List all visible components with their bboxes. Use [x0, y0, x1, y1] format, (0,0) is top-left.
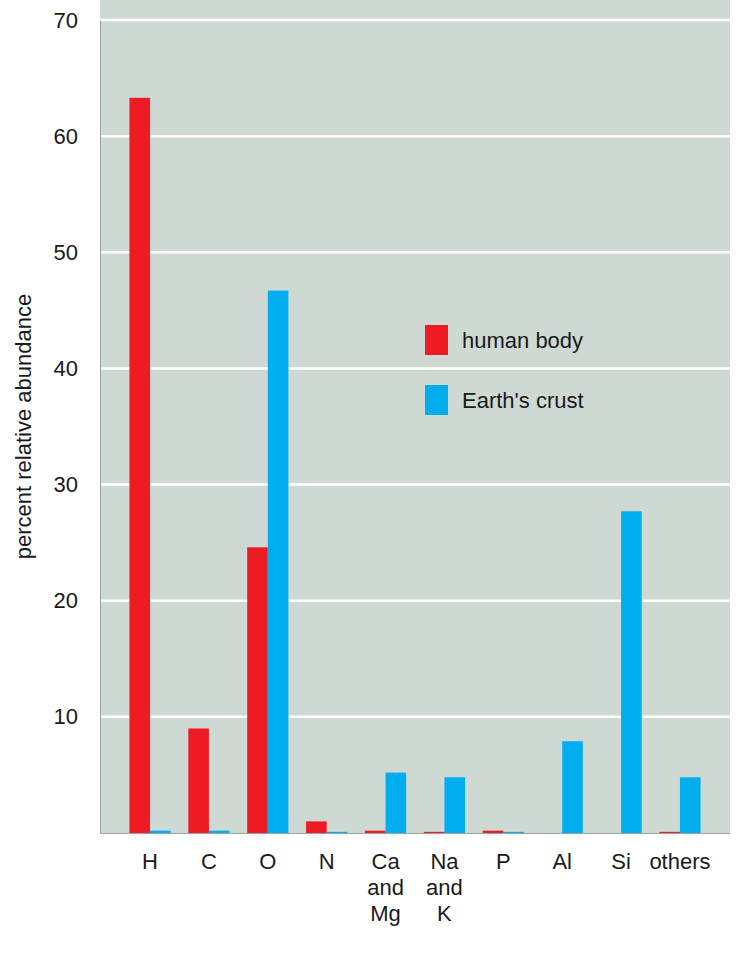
bar [659, 832, 680, 833]
grid-line [100, 135, 730, 138]
y-tick-label: 70 [54, 8, 78, 33]
x-axis-line [101, 833, 731, 834]
bar [424, 832, 445, 833]
legend-item: Earth's crust [425, 385, 584, 415]
bar [247, 547, 268, 833]
y-tick: 20 [54, 588, 100, 613]
bar [306, 821, 327, 833]
x-tick-label-line: P [496, 849, 511, 874]
x-tick-label-line: C [201, 849, 217, 874]
y-tick-label: 30 [54, 472, 78, 497]
bar [542, 833, 563, 834]
y-axis: 10 20 30 40 50 60 70 [54, 8, 101, 834]
x-tick: O [259, 833, 276, 874]
x-tick-label-line: Na [430, 849, 459, 874]
legend-label: human body [462, 328, 583, 353]
x-tick: P [496, 833, 511, 874]
x-tick-label: N [319, 849, 335, 874]
y-tick: 50 [54, 240, 100, 265]
y-tick-label: 50 [54, 240, 78, 265]
x-tick-label: Al [552, 849, 572, 874]
y-tick: 40 [54, 356, 100, 381]
x-tick: NaandK [426, 833, 463, 926]
bar [621, 511, 642, 833]
y-tick: 60 [54, 124, 100, 149]
x-tick-label: Si [611, 849, 631, 874]
y-axis-line [100, 21, 101, 834]
x-tick: Si [611, 833, 631, 874]
x-tick: CaandMg [367, 833, 404, 926]
bar [209, 831, 230, 833]
x-tick-label-line: Al [552, 849, 572, 874]
x-tick-label-line: N [319, 849, 335, 874]
bar [327, 832, 348, 833]
grid-line [100, 483, 730, 486]
x-tick-label-line: K [437, 901, 452, 926]
y-tick-label: 10 [54, 704, 78, 729]
y-tick: 30 [54, 472, 100, 497]
plot-background [100, 0, 730, 833]
x-axis: HCONCaandMgNaandKPAlSiothers [101, 833, 731, 926]
x-tick-label: CaandMg [367, 849, 404, 927]
bar [600, 833, 621, 834]
bar [268, 291, 289, 833]
grid-line [100, 367, 730, 370]
x-tick-label-line: and [426, 875, 463, 900]
y-tick: 70 [54, 8, 100, 33]
y-tick-label: 20 [54, 588, 78, 613]
bar [386, 773, 407, 833]
y-tick-label: 60 [54, 124, 78, 149]
x-tick-label-line: O [259, 849, 276, 874]
x-tick-label-line: and [367, 875, 404, 900]
bar [444, 777, 465, 833]
x-tick-label-line: H [142, 849, 158, 874]
x-tick: H [142, 833, 158, 874]
x-tick-label: H [142, 849, 158, 874]
x-tick-label-line: Si [611, 849, 631, 874]
legend-label: Earth's crust [462, 388, 584, 413]
legend: human body Earth's crust [425, 325, 584, 415]
y-tick: 10 [54, 704, 100, 729]
x-tick-label-line: others [649, 849, 710, 874]
chart: 10203040506070HCONCaandMgNaandKPAlSiothe… [0, 0, 740, 956]
x-tick: N [319, 833, 335, 874]
grid-line [100, 251, 730, 254]
y-tick-label: 40 [54, 356, 78, 381]
x-tick-label: O [259, 849, 276, 874]
legend-swatch [425, 325, 448, 355]
x-tick-label: NaandK [426, 849, 463, 927]
bar [503, 832, 524, 833]
bar [562, 741, 583, 833]
y-axis-title: percent relative abundance [11, 294, 36, 559]
x-tick-label: others [649, 849, 710, 874]
series [129, 98, 680, 833]
bar [680, 777, 701, 833]
bars [129, 98, 700, 833]
x-tick-label: C [201, 849, 217, 874]
bar [365, 831, 386, 833]
bar [483, 831, 504, 833]
legend-swatch [425, 385, 448, 415]
bar [188, 728, 209, 833]
x-tick: Al [552, 833, 572, 874]
bar [150, 831, 171, 833]
series [150, 291, 701, 833]
legend-item: human body [425, 325, 583, 355]
x-tick-label-line: Mg [370, 901, 401, 926]
grid-line [100, 19, 730, 22]
bar [129, 98, 150, 833]
x-tick-label-line: Ca [371, 849, 400, 874]
x-tick: C [201, 833, 217, 874]
x-tick-label: P [496, 849, 511, 874]
x-tick: others [649, 833, 710, 874]
